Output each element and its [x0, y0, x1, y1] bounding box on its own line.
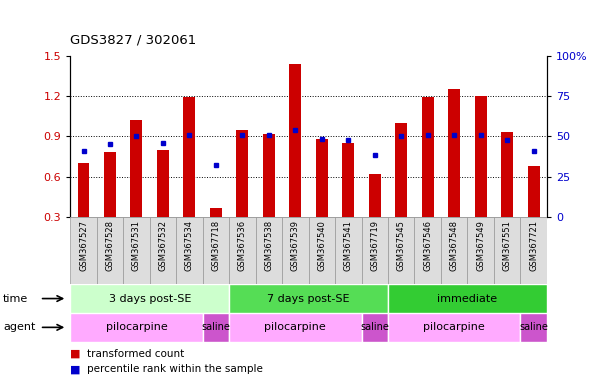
Bar [501, 132, 513, 217]
Bar [263, 134, 275, 217]
FancyBboxPatch shape [521, 217, 547, 284]
Text: 3 days post-SE: 3 days post-SE [109, 293, 191, 304]
Text: GSM367718: GSM367718 [211, 220, 221, 271]
Bar [78, 163, 89, 217]
Text: saline: saline [202, 322, 230, 333]
FancyBboxPatch shape [176, 217, 203, 284]
Bar [342, 143, 354, 217]
Text: saline: saline [360, 322, 389, 333]
Text: GSM367719: GSM367719 [370, 220, 379, 271]
Text: GSM367539: GSM367539 [291, 220, 300, 271]
FancyBboxPatch shape [388, 284, 547, 313]
Text: 7 days post-SE: 7 days post-SE [267, 293, 350, 304]
FancyBboxPatch shape [150, 217, 176, 284]
Text: time: time [3, 293, 28, 304]
Text: GSM367540: GSM367540 [317, 220, 326, 271]
Text: GDS3827 / 302061: GDS3827 / 302061 [70, 33, 197, 46]
Text: ■: ■ [70, 364, 81, 374]
Bar [316, 139, 327, 217]
Text: GSM367551: GSM367551 [503, 220, 511, 271]
FancyBboxPatch shape [255, 217, 282, 284]
Text: GSM367527: GSM367527 [79, 220, 88, 271]
FancyBboxPatch shape [282, 217, 309, 284]
FancyBboxPatch shape [309, 217, 335, 284]
FancyBboxPatch shape [70, 217, 97, 284]
FancyBboxPatch shape [203, 313, 229, 342]
Text: percentile rank within the sample: percentile rank within the sample [87, 364, 263, 374]
Text: pilocarpine: pilocarpine [106, 322, 167, 333]
FancyBboxPatch shape [362, 313, 388, 342]
FancyBboxPatch shape [123, 217, 150, 284]
FancyBboxPatch shape [335, 217, 362, 284]
Bar [475, 96, 486, 217]
Text: agent: agent [3, 322, 35, 333]
Text: GSM367548: GSM367548 [450, 220, 459, 271]
FancyBboxPatch shape [362, 217, 388, 284]
Text: GSM367541: GSM367541 [344, 220, 353, 271]
Text: ■: ■ [70, 349, 81, 359]
FancyBboxPatch shape [229, 313, 362, 342]
Bar [104, 152, 116, 217]
FancyBboxPatch shape [229, 284, 388, 313]
Text: GSM367534: GSM367534 [185, 220, 194, 271]
Text: transformed count: transformed count [87, 349, 185, 359]
Text: GSM367546: GSM367546 [423, 220, 432, 271]
Bar [422, 98, 434, 217]
FancyBboxPatch shape [494, 217, 521, 284]
Text: GSM367538: GSM367538 [265, 220, 273, 271]
Text: GSM367532: GSM367532 [158, 220, 167, 271]
Text: GSM367528: GSM367528 [106, 220, 114, 271]
Bar [528, 166, 540, 217]
FancyBboxPatch shape [388, 313, 521, 342]
Bar [210, 208, 222, 217]
Text: saline: saline [519, 322, 548, 333]
Text: GSM367549: GSM367549 [476, 220, 485, 271]
Text: GSM367531: GSM367531 [132, 220, 141, 271]
FancyBboxPatch shape [203, 217, 229, 284]
Bar [157, 150, 169, 217]
Text: immediate: immediate [437, 293, 497, 304]
Text: GSM367721: GSM367721 [529, 220, 538, 271]
FancyBboxPatch shape [70, 313, 203, 342]
FancyBboxPatch shape [441, 217, 467, 284]
FancyBboxPatch shape [467, 217, 494, 284]
FancyBboxPatch shape [229, 217, 255, 284]
Text: pilocarpine: pilocarpine [423, 322, 485, 333]
FancyBboxPatch shape [97, 217, 123, 284]
Bar [236, 130, 248, 217]
FancyBboxPatch shape [388, 217, 414, 284]
FancyBboxPatch shape [70, 284, 229, 313]
Bar [131, 120, 142, 217]
FancyBboxPatch shape [521, 313, 547, 342]
Bar [183, 98, 196, 217]
Text: GSM367536: GSM367536 [238, 220, 247, 271]
Bar [395, 123, 407, 217]
Text: pilocarpine: pilocarpine [265, 322, 326, 333]
Bar [448, 89, 460, 217]
Bar [290, 64, 301, 217]
Text: GSM367545: GSM367545 [397, 220, 406, 271]
FancyBboxPatch shape [414, 217, 441, 284]
Bar [369, 174, 381, 217]
